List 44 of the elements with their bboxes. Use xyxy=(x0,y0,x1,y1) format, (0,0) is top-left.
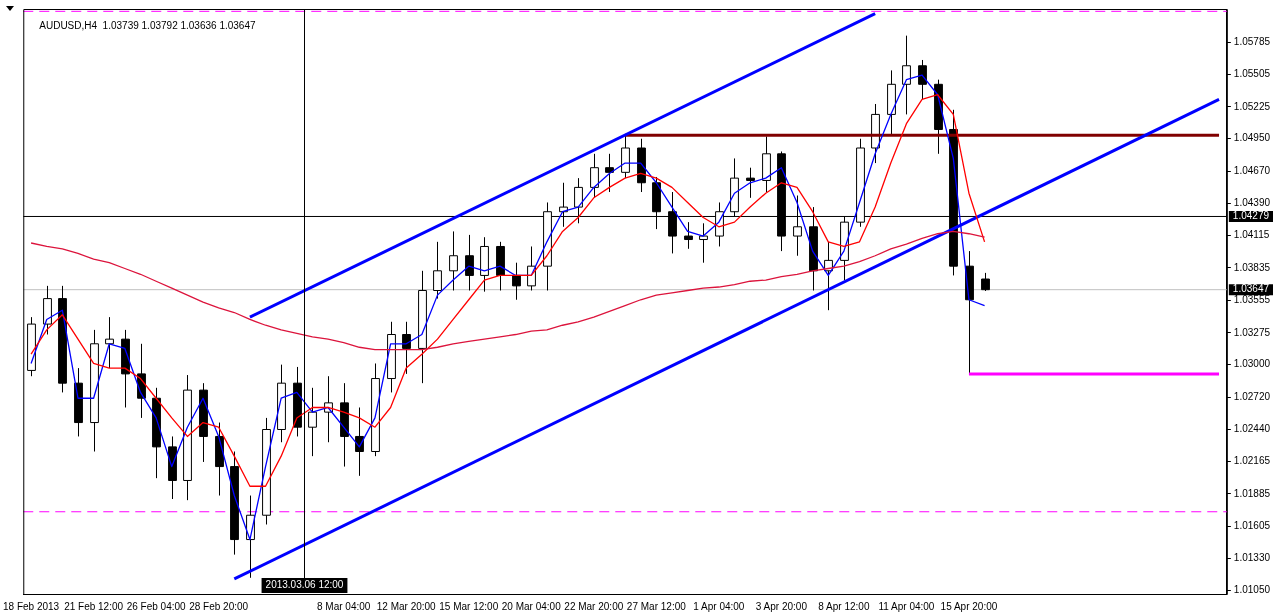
y-tick-label: 1.01605 xyxy=(1233,519,1271,531)
x-tick-label: 28 Feb 20:00 xyxy=(189,600,249,612)
y-tick-label: 1.05225 xyxy=(1233,100,1271,112)
y-tick-label: 1.03835 xyxy=(1233,261,1271,273)
y-tick-label: 1.05785 xyxy=(1233,35,1271,47)
y-tick-label: 1.03000 xyxy=(1233,358,1271,370)
annotation: 2013.03.06 12:00 xyxy=(265,579,344,591)
x-tick-label: 22 Mar 20:00 xyxy=(564,600,624,612)
x-tick-label: 21 Feb 12:00 xyxy=(64,600,124,612)
candlestick xyxy=(590,153,599,199)
candlestick xyxy=(433,241,442,300)
y-tick-label: 1.02165 xyxy=(1233,455,1271,467)
y-tick-label: 1.05505 xyxy=(1233,68,1271,80)
x-tick-label: 18 Feb 2013 xyxy=(3,600,60,612)
candlestick xyxy=(605,153,614,193)
x-tick-label: 8 Apr 12:00 xyxy=(818,600,870,612)
x-tick-label: 26 Feb 04:00 xyxy=(126,600,187,612)
x-tick-label: 1 Apr 04:00 xyxy=(693,600,745,612)
candlestick xyxy=(902,35,911,115)
text: AUDUSD,H4 1.03739 1.03792 1.03636 1.03647 xyxy=(39,19,256,31)
y-tick-label: 1.02440 xyxy=(1233,423,1271,435)
candlestick xyxy=(918,59,927,100)
x-tick-label: 27 Mar 12:00 xyxy=(626,600,687,612)
x-tick-label: 15 Mar 12:00 xyxy=(439,600,499,612)
candlestick xyxy=(465,234,474,291)
x-tick-label: 12 Mar 20:00 xyxy=(376,600,437,612)
y-tick-label: 1.01330 xyxy=(1233,551,1271,563)
y-tick-label: 1.04950 xyxy=(1233,132,1271,144)
y-tick-label: 1.03555 xyxy=(1233,294,1271,306)
y-tick-label: 1.04390 xyxy=(1233,197,1271,209)
x-tick-label: 8 Mar 04:00 xyxy=(317,600,371,612)
x-tick-label: 3 Apr 20:00 xyxy=(755,600,808,612)
ref-line-label: 1.03647 xyxy=(1232,283,1270,295)
y-tick-label: 1.02720 xyxy=(1233,390,1271,402)
x-tick-label: 15 Apr 20:00 xyxy=(940,600,998,612)
candlestick xyxy=(402,321,411,375)
y-tick-label: 1.04670 xyxy=(1233,164,1271,176)
y-tick-label: 1.01885 xyxy=(1233,487,1271,499)
y-tick-label: 1.03275 xyxy=(1233,326,1271,338)
y-tick-label: 1.01050 xyxy=(1233,584,1271,596)
x-tick-label: 20 Mar 04:00 xyxy=(501,600,562,612)
y-tick-label: 1.04115 xyxy=(1233,229,1270,241)
x-tick-label: 11 Apr 04:00 xyxy=(878,600,935,612)
ref-line-label: 1.04279 xyxy=(1232,210,1270,222)
